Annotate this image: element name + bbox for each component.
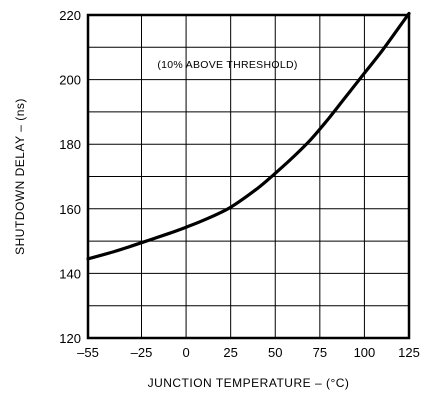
y-tick-label: 180: [59, 137, 81, 152]
x-tick-label: 0: [182, 345, 189, 360]
plot-frame: [86, 13, 411, 340]
y-tick-label: 220: [59, 8, 81, 23]
x-axis-label: JUNCTION TEMPERATURE – (°C): [148, 376, 350, 390]
x-tick-label: 100: [354, 345, 376, 360]
y-tick-label: 200: [59, 73, 81, 88]
x-tick-labels: –55 –25 0 25 50 75 100 125: [77, 345, 420, 360]
x-tick-label: –25: [131, 345, 153, 360]
x-tick-label: 25: [223, 345, 237, 360]
y-axis-label: SHUTDOWN DELAY – (ns): [13, 98, 27, 255]
x-tick-label: 50: [268, 345, 282, 360]
series-line: [86, 11, 411, 261]
x-tick-label: –55: [77, 345, 99, 360]
y-tick-label: 120: [59, 331, 81, 346]
x-tick-label: 75: [313, 345, 327, 360]
x-tick-label: 125: [398, 345, 420, 360]
annotation: (10% ABOVE THRESHOLD): [157, 59, 297, 71]
y-tick-labels: 120 140 160 180 200 220: [59, 8, 81, 346]
y-tick-label: 140: [59, 266, 81, 281]
y-tick-label: 160: [59, 202, 81, 217]
grid: [88, 15, 409, 338]
